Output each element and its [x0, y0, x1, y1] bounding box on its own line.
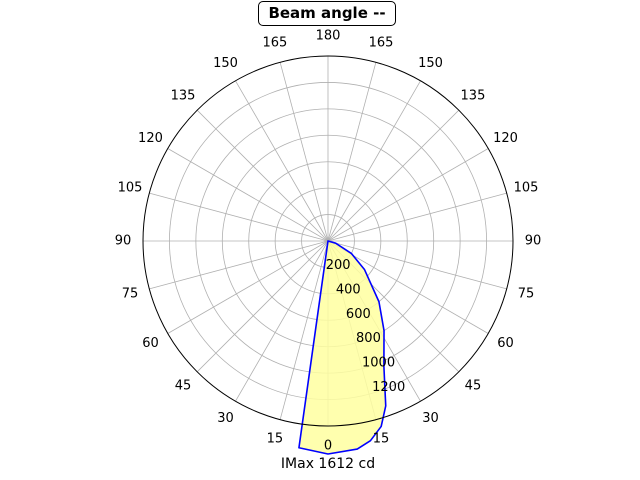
series-layer [298, 240, 387, 455]
angle-tick-label: 90 [115, 234, 132, 249]
angular-grid-line [149, 240, 329, 290]
series-fill [298, 241, 386, 455]
series-line [298, 240, 387, 455]
angular-grid-line [196, 109, 329, 242]
angle-tick-label: 15 [267, 432, 284, 447]
angle-tick-label: 45 [175, 378, 192, 393]
angular-grid-line [279, 62, 329, 242]
angle-tick-label: 15 [373, 432, 390, 447]
angle-tick-label: 120 [493, 131, 518, 146]
x-axis-label: IMax 1612 cd [280, 456, 376, 472]
chart-title: Beam angle -- [258, 1, 396, 26]
angle-tick-label: 60 [497, 336, 514, 351]
radial-tick-label: 800 [356, 331, 381, 346]
angular-grid-line [279, 240, 329, 420]
angular-grid-line [327, 192, 507, 242]
angular-grid-line [235, 80, 329, 242]
angle-tick-label: 0 [324, 439, 332, 454]
angular-grid-line [167, 240, 329, 334]
angle-tick-label: 135 [461, 89, 486, 104]
angle-tick-label: 180 [316, 29, 341, 44]
angle-tick-label: 105 [118, 180, 143, 195]
angle-tick-label: 60 [142, 336, 159, 351]
angular-grid-line [235, 240, 329, 402]
angle-tick-label: 45 [465, 378, 482, 393]
angular-grid-line [327, 80, 421, 242]
angular-grid-line [327, 62, 377, 242]
radial-tick-label: 1000 [362, 356, 395, 371]
angle-tick-label: 135 [171, 89, 196, 104]
angle-tick-label: 150 [418, 56, 443, 71]
radial-tick-label: 400 [336, 282, 361, 297]
radial-tick-label: 200 [326, 258, 351, 273]
polar-frame [142, 55, 514, 427]
angle-tick-labels: 0 15 30 45 60 75 90 105 120 135 150 165 180 165 150 135… [115, 29, 542, 454]
angle-tick-label: 90 [525, 234, 542, 249]
angular-grid-line [327, 240, 507, 290]
angle-tick-label: 30 [422, 411, 439, 426]
angle-tick-label: 150 [213, 56, 238, 71]
angular-grid-line [149, 192, 329, 242]
radial-tick-label: 600 [346, 307, 371, 322]
angle-tick-label: 75 [518, 287, 535, 302]
angular-grid-line [327, 148, 489, 242]
angle-tick-label: 165 [369, 35, 394, 50]
angular-grid-line [327, 109, 460, 242]
angle-tick-label: 30 [217, 411, 234, 426]
angle-tick-label: 75 [122, 287, 139, 302]
radial-tick-label: 1200 [372, 380, 405, 395]
angle-tick-label: 105 [514, 180, 539, 195]
angle-tick-label: 165 [263, 35, 288, 50]
angle-tick-label: 120 [138, 131, 163, 146]
angular-grid-line [167, 148, 329, 242]
radial-tick-labels: 200 400 600 800 1000 1200 [326, 258, 406, 395]
angular-grid-line [196, 240, 329, 373]
